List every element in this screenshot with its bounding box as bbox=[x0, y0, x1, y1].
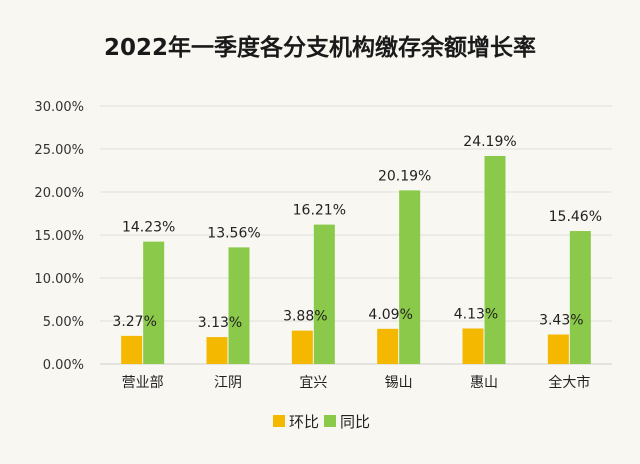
data-label: 4.13% bbox=[454, 306, 498, 322]
bar-huanbi bbox=[462, 328, 484, 364]
legend-label: 环比 bbox=[289, 413, 319, 431]
category-label: 全大市 bbox=[548, 374, 590, 391]
bar-tongbi bbox=[399, 190, 421, 364]
category-label: 锡山 bbox=[385, 375, 413, 391]
chart-title: 2022年一季度各分支机构缴存余额增长率 bbox=[104, 34, 536, 61]
data-label: 13.56% bbox=[207, 225, 260, 241]
y-tick-label: 0.00% bbox=[43, 358, 84, 373]
data-label: 3.13% bbox=[198, 315, 242, 331]
bar-tongbi bbox=[569, 231, 591, 364]
category-label: 宜兴 bbox=[299, 375, 327, 391]
y-tick-label: 15.00% bbox=[34, 229, 84, 244]
legend-swatch bbox=[324, 415, 336, 427]
data-label: 4.09% bbox=[368, 307, 412, 323]
bar-huanbi bbox=[377, 328, 399, 364]
legend-swatch bbox=[273, 415, 285, 427]
bar-huanbi bbox=[206, 337, 228, 364]
x-axis: 营业部 江阴 宜兴 锡山 惠山 全大市 bbox=[122, 374, 591, 391]
bar-tongbi bbox=[313, 224, 335, 364]
bar-huanbi bbox=[547, 334, 569, 364]
data-label: 24.19% bbox=[463, 134, 516, 150]
legend: 环比 同比 bbox=[273, 413, 370, 431]
data-label: 20.19% bbox=[378, 168, 431, 184]
category-label: 营业部 bbox=[122, 375, 164, 391]
bar-huanbi bbox=[121, 335, 143, 364]
y-tick-label: 5.00% bbox=[43, 315, 84, 330]
y-tick-label: 25.00% bbox=[34, 143, 84, 158]
y-tick-label: 10.00% bbox=[34, 272, 84, 287]
data-label: 15.46% bbox=[549, 209, 602, 225]
legend-label: 同比 bbox=[340, 413, 370, 431]
grid-layer bbox=[100, 105, 612, 365]
data-label: 3.88% bbox=[283, 309, 327, 325]
data-label: 3.27% bbox=[112, 314, 156, 330]
data-labels: 3.27% 14.23% 3.13% 13.56% 3.88% 16.21% 4.09% 20… bbox=[112, 134, 602, 331]
category-label: 惠山 bbox=[470, 375, 498, 391]
data-label: 3.43% bbox=[539, 313, 583, 329]
y-tick-label: 30.00% bbox=[34, 100, 84, 115]
bars bbox=[121, 155, 591, 364]
bar-tongbi bbox=[484, 155, 506, 364]
y-tick-label: 20.00% bbox=[34, 186, 84, 201]
y-axis: 0.00% 5.00% 10.00% 15.00% 20.00% 25.00% 30.00% bbox=[34, 100, 84, 373]
bar-tongbi bbox=[143, 241, 165, 364]
bar-huanbi bbox=[291, 330, 313, 364]
data-label: 16.21% bbox=[293, 203, 346, 219]
bar-tongbi bbox=[228, 247, 250, 364]
data-label: 14.23% bbox=[122, 220, 175, 236]
category-label: 江阴 bbox=[214, 375, 242, 391]
